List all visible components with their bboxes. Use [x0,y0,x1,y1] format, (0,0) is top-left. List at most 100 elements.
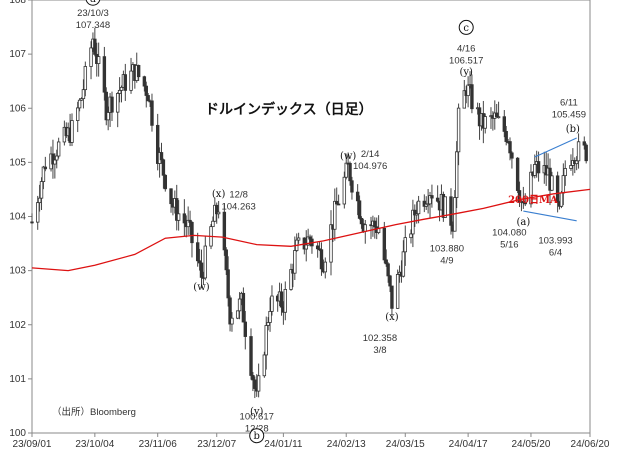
circled-label: b [254,431,260,442]
candle-body [182,213,187,224]
x-tick-label: 23/09/01 [13,439,52,450]
candle-body [462,90,467,109]
candle-body [106,112,110,121]
annotation-text: 4/16 [457,43,476,54]
candle-body [470,84,474,110]
candle-body [390,285,394,309]
candle-body [253,379,257,389]
candle-body [36,202,40,223]
candle-body [401,251,406,277]
y-tick-label: 106 [9,103,26,114]
source-note: （出所）Bloomberg [52,406,136,418]
candle-body [344,162,348,178]
candle-body [150,100,154,126]
candle-body [279,291,284,308]
candle-body [96,56,101,64]
candle-body [76,107,80,121]
candle-body [30,221,34,224]
candle-body [249,336,253,376]
candle-body [163,174,168,190]
chart-title: ドルインデックス（日足） [205,101,373,118]
candle-body [373,220,377,228]
candle-body [296,237,301,241]
candle-body [517,190,522,203]
ma-line: 200日MA [31,188,591,272]
x-tick-label: 24/06/20 [571,439,610,450]
candles [30,27,588,399]
annotation-text: 103.993 [538,236,572,247]
candle-body [224,249,228,271]
annotation-text: 104.976 [353,161,387,172]
candle-body [315,245,320,250]
annotation-text: 103.880 [430,244,464,255]
annotation-text: 6/11 [560,98,578,109]
candle-body [41,166,46,182]
candle-body [241,292,246,323]
annotation-text: 12/8 [229,190,248,201]
candle-body [508,141,512,154]
candle-body [350,180,354,193]
trendline [523,210,577,222]
candle-body [342,176,347,205]
candle-body [426,203,430,206]
candle-body [176,213,181,221]
candle-body [197,260,202,264]
candle-body [533,164,537,176]
candle-body [335,200,339,205]
wave-label: (x) [385,312,399,323]
candle-body [175,198,179,221]
candle-body [203,245,208,279]
circle-marker [85,0,101,6]
wave-label: (y) [459,67,473,78]
candle-body [289,269,293,290]
candle-body [504,131,508,142]
candle-body [93,38,97,55]
candle-body [435,197,440,202]
candle-body [222,211,227,251]
annotations: 23/10/3107.348100.61712/284/16106.51712/… [76,0,586,444]
candle-body [142,76,147,87]
trendline [534,137,577,158]
wave-label: (x) [212,189,226,200]
candle-body [83,66,88,91]
candle-body [169,188,173,205]
candle-body [357,200,362,219]
annotation-text: 102.358 [363,333,397,344]
candle-body [211,220,215,228]
annotation-text: 4/9 [440,256,453,267]
circled-label: c [463,23,469,34]
circled-label: a [90,0,96,5]
annotation-text: 107.348 [76,20,110,31]
candle-body [70,120,74,143]
candle-body [306,236,310,246]
wave-label: (a) [516,217,530,228]
annotation-text: 100.617 [240,411,274,422]
candle-body [521,200,526,204]
candle-body [336,203,341,206]
candle-body [529,171,533,205]
candle-body [456,107,461,153]
candle-body [502,116,507,132]
candle-body [510,152,514,159]
candle-body [483,116,487,129]
candle-body [416,200,421,215]
x-tick-label: 24/01/11 [264,439,303,450]
circle-marker [458,19,474,35]
x-tick-label: 23/10/04 [75,439,114,450]
x-tick-label: 24/03/15 [386,439,425,450]
candle-body [308,236,312,240]
candle-body [409,233,413,239]
candle-body [55,155,59,161]
candle-body [323,261,327,273]
candle-body [199,262,204,278]
candle-body [319,249,324,270]
candle-body [146,95,150,102]
y-tick-label: 103 [9,266,26,277]
y-tick-label: 102 [9,320,26,331]
candle-body [251,375,255,381]
candle-body [226,269,230,299]
candle-body [39,181,44,199]
candle-body [443,196,447,218]
candle-body [449,196,453,226]
